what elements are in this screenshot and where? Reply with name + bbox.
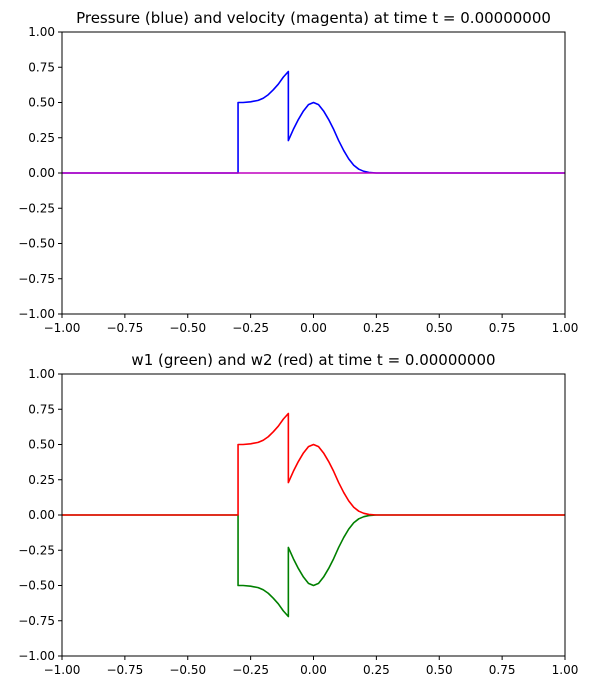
y-tick-label: −1.00 — [18, 307, 55, 321]
x-tick-label: −0.50 — [169, 663, 206, 677]
y-tick-label: 0.00 — [28, 166, 55, 180]
y-tick-label: −1.00 — [18, 649, 55, 663]
series-line-2 — [62, 412, 565, 516]
x-tick-label: 0.50 — [426, 321, 453, 335]
y-tick-label: 0.50 — [28, 96, 55, 110]
x-tick-label: 0.75 — [489, 321, 516, 335]
y-tick-label: 1.00 — [28, 367, 55, 381]
x-tick-label: 0.00 — [300, 321, 327, 335]
y-tick-label: −0.75 — [18, 272, 55, 286]
x-tick-label: −0.75 — [106, 321, 143, 335]
x-tick-label: −0.25 — [232, 321, 269, 335]
y-tick-label: 0.25 — [28, 473, 55, 487]
x-tick-label: 0.25 — [363, 321, 390, 335]
y-tick-label: 1.00 — [28, 25, 55, 39]
chart-1: Pressure (blue) and velocity (magenta) a… — [18, 9, 578, 335]
series-line-1 — [62, 514, 565, 618]
x-tick-label: 1.00 — [552, 663, 579, 677]
x-tick-label: 0.00 — [300, 663, 327, 677]
y-tick-label: −0.75 — [18, 614, 55, 628]
y-tick-label: 0.00 — [28, 508, 55, 522]
y-tick-label: 0.75 — [28, 402, 55, 416]
chart-title: Pressure (blue) and velocity (magenta) a… — [76, 9, 551, 27]
y-tick-label: 0.50 — [28, 438, 55, 452]
chart-2: w1 (green) and w2 (red) at time t = 0.00… — [18, 351, 578, 677]
x-tick-label: −0.75 — [106, 663, 143, 677]
y-tick-label: −0.25 — [18, 543, 55, 557]
x-tick-label: 1.00 — [552, 321, 579, 335]
series-line-1 — [62, 70, 565, 174]
x-tick-label: 0.50 — [426, 663, 453, 677]
chart-title: w1 (green) and w2 (red) at time t = 0.00… — [131, 351, 495, 369]
y-tick-label: −0.25 — [18, 201, 55, 215]
x-tick-label: −0.25 — [232, 663, 269, 677]
x-tick-label: −0.50 — [169, 321, 206, 335]
y-tick-label: −0.50 — [18, 237, 55, 251]
y-tick-label: −0.50 — [18, 579, 55, 593]
x-tick-label: 0.75 — [489, 663, 516, 677]
x-tick-label: 0.25 — [363, 663, 390, 677]
x-tick-label: −1.00 — [44, 321, 81, 335]
y-tick-label: 0.25 — [28, 131, 55, 145]
x-tick-label: −1.00 — [44, 663, 81, 677]
y-tick-label: 0.75 — [28, 60, 55, 74]
